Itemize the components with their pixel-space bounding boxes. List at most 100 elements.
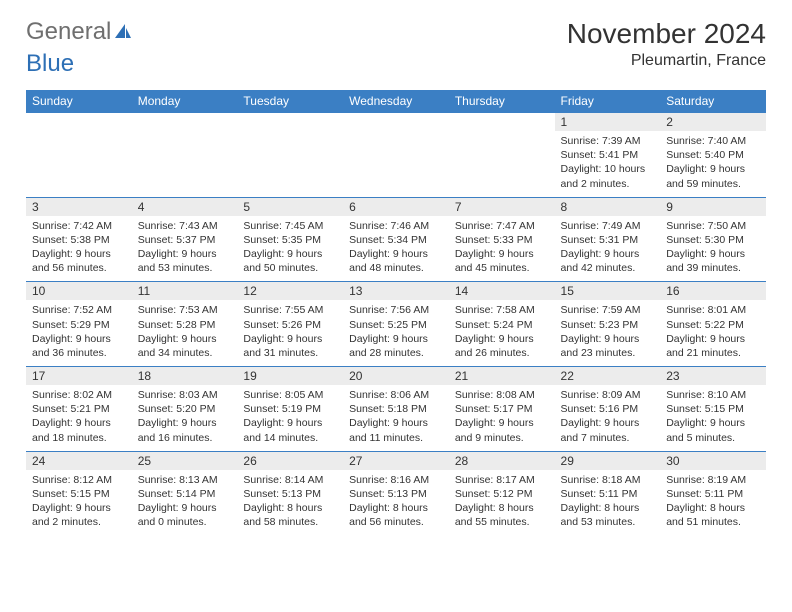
daylight-text: Daylight: 9 hours and 14 minutes. <box>243 416 337 444</box>
sunrise-text: Sunrise: 7:55 AM <box>243 303 337 317</box>
day-header: Tuesday <box>237 90 343 113</box>
day-number-cell <box>26 113 132 132</box>
daylight-text: Daylight: 9 hours and 45 minutes. <box>455 247 549 275</box>
day-content-cell: Sunrise: 8:06 AMSunset: 5:18 PMDaylight:… <box>343 385 449 451</box>
sunset-text: Sunset: 5:28 PM <box>138 318 232 332</box>
sunrise-text: Sunrise: 7:47 AM <box>455 219 549 233</box>
sunrise-text: Sunrise: 8:17 AM <box>455 473 549 487</box>
day-content-cell: Sunrise: 7:42 AMSunset: 5:38 PMDaylight:… <box>26 216 132 282</box>
day-content-cell <box>132 131 238 197</box>
day-header: Sunday <box>26 90 132 113</box>
sunrise-text: Sunrise: 8:18 AM <box>561 473 655 487</box>
day-content-cell: Sunrise: 8:08 AMSunset: 5:17 PMDaylight:… <box>449 385 555 451</box>
week-content-row: Sunrise: 8:02 AMSunset: 5:21 PMDaylight:… <box>26 385 766 451</box>
header-right: November 2024 Pleumartin, France <box>567 18 766 70</box>
daylight-text: Daylight: 9 hours and 39 minutes. <box>666 247 760 275</box>
week-daynum-row: 10111213141516 <box>26 282 766 301</box>
daylight-text: Daylight: 9 hours and 59 minutes. <box>666 162 760 190</box>
day-content-cell <box>449 131 555 197</box>
calendar-table: Sunday Monday Tuesday Wednesday Thursday… <box>26 90 766 536</box>
day-content-cell: Sunrise: 7:55 AMSunset: 5:26 PMDaylight:… <box>237 300 343 366</box>
logo-text-general: General <box>26 18 111 46</box>
day-content-cell: Sunrise: 8:09 AMSunset: 5:16 PMDaylight:… <box>555 385 661 451</box>
week-daynum-row: 12 <box>26 113 766 132</box>
day-number-cell: 2 <box>660 113 766 132</box>
sunset-text: Sunset: 5:35 PM <box>243 233 337 247</box>
day-number-cell: 29 <box>555 451 661 470</box>
daylight-text: Daylight: 9 hours and 34 minutes. <box>138 332 232 360</box>
daylight-text: Daylight: 9 hours and 28 minutes. <box>349 332 443 360</box>
week-daynum-row: 24252627282930 <box>26 451 766 470</box>
daylight-text: Daylight: 8 hours and 53 minutes. <box>561 501 655 529</box>
day-content-cell: Sunrise: 8:01 AMSunset: 5:22 PMDaylight:… <box>660 300 766 366</box>
sunrise-text: Sunrise: 7:50 AM <box>666 219 760 233</box>
day-header: Monday <box>132 90 238 113</box>
day-content-cell: Sunrise: 8:10 AMSunset: 5:15 PMDaylight:… <box>660 385 766 451</box>
sunset-text: Sunset: 5:14 PM <box>138 487 232 501</box>
sunset-text: Sunset: 5:25 PM <box>349 318 443 332</box>
day-number-cell <box>132 113 238 132</box>
daylight-text: Daylight: 8 hours and 51 minutes. <box>666 501 760 529</box>
day-content-cell <box>237 131 343 197</box>
day-number-cell: 4 <box>132 197 238 216</box>
sunset-text: Sunset: 5:23 PM <box>561 318 655 332</box>
sunset-text: Sunset: 5:24 PM <box>455 318 549 332</box>
sunset-text: Sunset: 5:11 PM <box>561 487 655 501</box>
day-content-cell: Sunrise: 8:14 AMSunset: 5:13 PMDaylight:… <box>237 470 343 536</box>
daylight-text: Daylight: 9 hours and 11 minutes. <box>349 416 443 444</box>
daylight-text: Daylight: 9 hours and 2 minutes. <box>32 501 126 529</box>
day-number-cell: 6 <box>343 197 449 216</box>
daylight-text: Daylight: 9 hours and 21 minutes. <box>666 332 760 360</box>
sunrise-text: Sunrise: 8:19 AM <box>666 473 760 487</box>
day-header: Thursday <box>449 90 555 113</box>
day-content-cell: Sunrise: 7:53 AMSunset: 5:28 PMDaylight:… <box>132 300 238 366</box>
day-number-cell: 10 <box>26 282 132 301</box>
sunset-text: Sunset: 5:34 PM <box>349 233 443 247</box>
day-number-cell: 17 <box>26 367 132 386</box>
day-number-cell: 21 <box>449 367 555 386</box>
daylight-text: Daylight: 8 hours and 55 minutes. <box>455 501 549 529</box>
day-content-cell: Sunrise: 7:58 AMSunset: 5:24 PMDaylight:… <box>449 300 555 366</box>
day-number-cell: 15 <box>555 282 661 301</box>
daylight-text: Daylight: 9 hours and 23 minutes. <box>561 332 655 360</box>
daylight-text: Daylight: 9 hours and 5 minutes. <box>666 416 760 444</box>
sunset-text: Sunset: 5:30 PM <box>666 233 760 247</box>
day-content-cell: Sunrise: 7:59 AMSunset: 5:23 PMDaylight:… <box>555 300 661 366</box>
day-content-cell: Sunrise: 7:52 AMSunset: 5:29 PMDaylight:… <box>26 300 132 366</box>
calendar-header-row: Sunday Monday Tuesday Wednesday Thursday… <box>26 90 766 113</box>
sunrise-text: Sunrise: 8:08 AM <box>455 388 549 402</box>
day-number-cell: 13 <box>343 282 449 301</box>
day-content-cell: Sunrise: 7:47 AMSunset: 5:33 PMDaylight:… <box>449 216 555 282</box>
sunrise-text: Sunrise: 7:45 AM <box>243 219 337 233</box>
logo: General <box>26 18 135 46</box>
sunset-text: Sunset: 5:17 PM <box>455 402 549 416</box>
day-number-cell: 26 <box>237 451 343 470</box>
daylight-text: Daylight: 9 hours and 42 minutes. <box>561 247 655 275</box>
sunrise-text: Sunrise: 8:16 AM <box>349 473 443 487</box>
daylight-text: Daylight: 9 hours and 18 minutes. <box>32 416 126 444</box>
sunset-text: Sunset: 5:21 PM <box>32 402 126 416</box>
day-number-cell: 25 <box>132 451 238 470</box>
day-number-cell: 14 <box>449 282 555 301</box>
sunrise-text: Sunrise: 8:02 AM <box>32 388 126 402</box>
sunset-text: Sunset: 5:20 PM <box>138 402 232 416</box>
day-content-cell: Sunrise: 7:50 AMSunset: 5:30 PMDaylight:… <box>660 216 766 282</box>
week-content-row: Sunrise: 8:12 AMSunset: 5:15 PMDaylight:… <box>26 470 766 536</box>
week-content-row: Sunrise: 7:42 AMSunset: 5:38 PMDaylight:… <box>26 216 766 282</box>
sunrise-text: Sunrise: 8:03 AM <box>138 388 232 402</box>
calendar-page: General November 2024 Pleumartin, France… <box>0 0 792 550</box>
day-number-cell: 27 <box>343 451 449 470</box>
day-content-cell: Sunrise: 8:13 AMSunset: 5:14 PMDaylight:… <box>132 470 238 536</box>
day-content-cell: Sunrise: 8:18 AMSunset: 5:11 PMDaylight:… <box>555 470 661 536</box>
sunset-text: Sunset: 5:33 PM <box>455 233 549 247</box>
week-daynum-row: 17181920212223 <box>26 367 766 386</box>
sunset-text: Sunset: 5:11 PM <box>666 487 760 501</box>
sunrise-text: Sunrise: 8:13 AM <box>138 473 232 487</box>
daylight-text: Daylight: 9 hours and 50 minutes. <box>243 247 337 275</box>
sunrise-text: Sunrise: 7:39 AM <box>561 134 655 148</box>
daylight-text: Daylight: 9 hours and 56 minutes. <box>32 247 126 275</box>
sunrise-text: Sunrise: 7:40 AM <box>666 134 760 148</box>
day-content-cell: Sunrise: 7:49 AMSunset: 5:31 PMDaylight:… <box>555 216 661 282</box>
daylight-text: Daylight: 9 hours and 53 minutes. <box>138 247 232 275</box>
day-number-cell: 24 <box>26 451 132 470</box>
